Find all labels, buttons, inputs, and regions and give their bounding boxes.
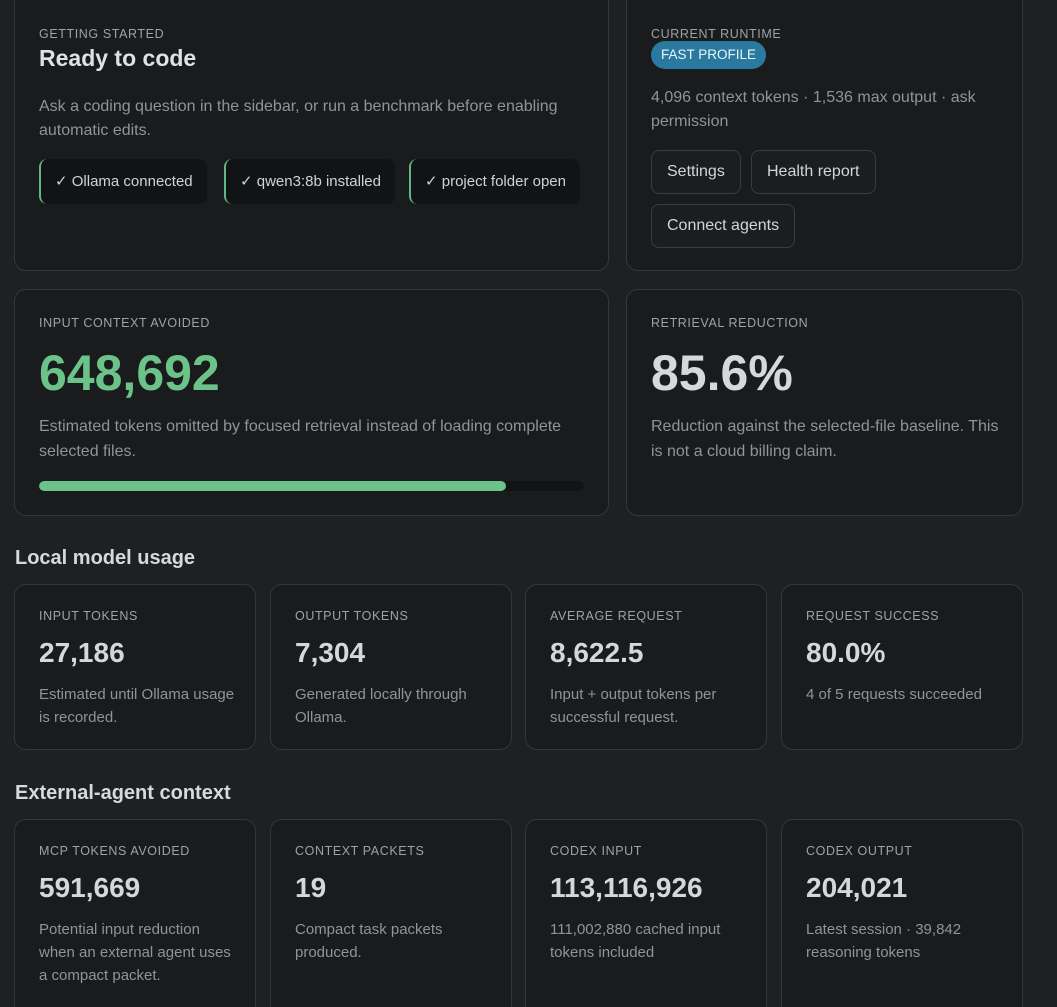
stat-card-mcp-tokens-avoided: MCP tokens avoided 591,669 Potential inp…: [14, 819, 256, 1007]
stat-label: Context packets: [295, 844, 425, 858]
input-context-eyebrow: Input context avoided: [39, 316, 210, 330]
stat-label: Average request: [550, 609, 683, 623]
stat-value: 7,304: [295, 637, 366, 668]
stat-value: 591,669: [39, 872, 141, 903]
stat-label: Codex output: [806, 844, 913, 858]
stat-sub: Input + output tokens per successful req…: [550, 686, 717, 726]
stat-value: 8,622.5: [550, 637, 644, 668]
stat-value: 204,021: [806, 872, 908, 903]
retrieval-description: Reduction against the selected-file base…: [651, 418, 999, 460]
profile-badge: Fast profile: [651, 41, 767, 69]
stat-sub: 111,002,880 cached input tokens included: [550, 921, 721, 961]
stat-card-codex-output: Codex output 204,021 Latest session · 39…: [781, 819, 1023, 1007]
retrieval-eyebrow: Retrieval reduction: [651, 316, 809, 330]
getting-started-eyebrow: Getting started: [39, 27, 165, 41]
stat-value: 27,186: [39, 637, 125, 668]
settings-button[interactable]: Settings: [651, 150, 741, 194]
stat-value: 80.0%: [806, 637, 886, 668]
local-model-usage-heading: Local model usage: [15, 547, 196, 569]
check-project-folder: ✓ project folder open: [409, 159, 580, 204]
stat-sub: Generated locally through Ollama.: [295, 686, 467, 726]
external-agent-context-heading: External-agent context: [15, 782, 231, 804]
health-report-button[interactable]: Health report: [751, 150, 876, 194]
stat-label: Input tokens: [39, 609, 138, 623]
stat-value: 19: [295, 872, 327, 903]
stat-sub: Compact task packets produced.: [295, 921, 443, 961]
getting-started-description: Ask a coding question in the sidebar, or…: [39, 98, 558, 139]
getting-started-title: Ready to code: [39, 45, 197, 71]
stat-value: 113,116,926: [550, 872, 703, 903]
stat-card-request-success: Request success 80.0% 4 of 5 requests su…: [781, 584, 1023, 750]
check-model-installed: ✓ qwen3:8b installed: [224, 159, 395, 204]
retrieval-value: 85.6%: [651, 345, 793, 401]
stat-sub: Potential input reduction when an extern…: [39, 921, 231, 984]
stat-card-codex-input: Codex input 113,116,926 111,002,880 cach…: [525, 819, 767, 1007]
input-context-description: Estimated tokens omitted by focused retr…: [39, 418, 562, 460]
input-context-progress-fill: [39, 481, 506, 491]
runtime-eyebrow: Current runtime: [651, 27, 782, 41]
stat-card-context-packets: Context packets 19 Compact task packets …: [270, 819, 512, 1007]
stat-sub: 4 of 5 requests succeeded: [806, 686, 982, 703]
connect-agents-button[interactable]: Connect agents: [651, 204, 796, 248]
check-ollama-connected: ✓ Ollama connected: [39, 159, 207, 204]
stat-card-output-tokens: Output tokens 7,304 Generated locally th…: [270, 584, 512, 750]
input-context-value: 648,692: [39, 345, 220, 401]
stat-card-input-tokens: Input tokens 27,186 Estimated until Olla…: [14, 584, 256, 750]
stat-label: Request success: [806, 609, 940, 623]
retrieval-reduction-card: Retrieval reduction 85.6% Reduction agai…: [626, 289, 1023, 516]
runtime-description: 4,096 context tokens · 1,536 max output …: [651, 89, 976, 130]
stat-label: Codex input: [550, 844, 643, 858]
stat-sub: Estimated until Ollama usage is recorded…: [39, 686, 235, 726]
stat-label: Output tokens: [295, 609, 409, 623]
stat-card-average-request: Average request 8,622.5 Input + output t…: [525, 584, 767, 750]
getting-started-card: Getting started Ready to code Ask a codi…: [14, 0, 609, 271]
stat-label: MCP tokens avoided: [39, 844, 190, 858]
input-context-progress-track: [39, 481, 584, 491]
input-context-avoided-card: Input context avoided 648,692 Estimated …: [14, 289, 609, 516]
stat-sub: Latest session · 39,842 reasoning tokens: [806, 921, 962, 961]
current-runtime-card: Current runtime Fast profile 4,096 conte…: [626, 0, 1023, 271]
